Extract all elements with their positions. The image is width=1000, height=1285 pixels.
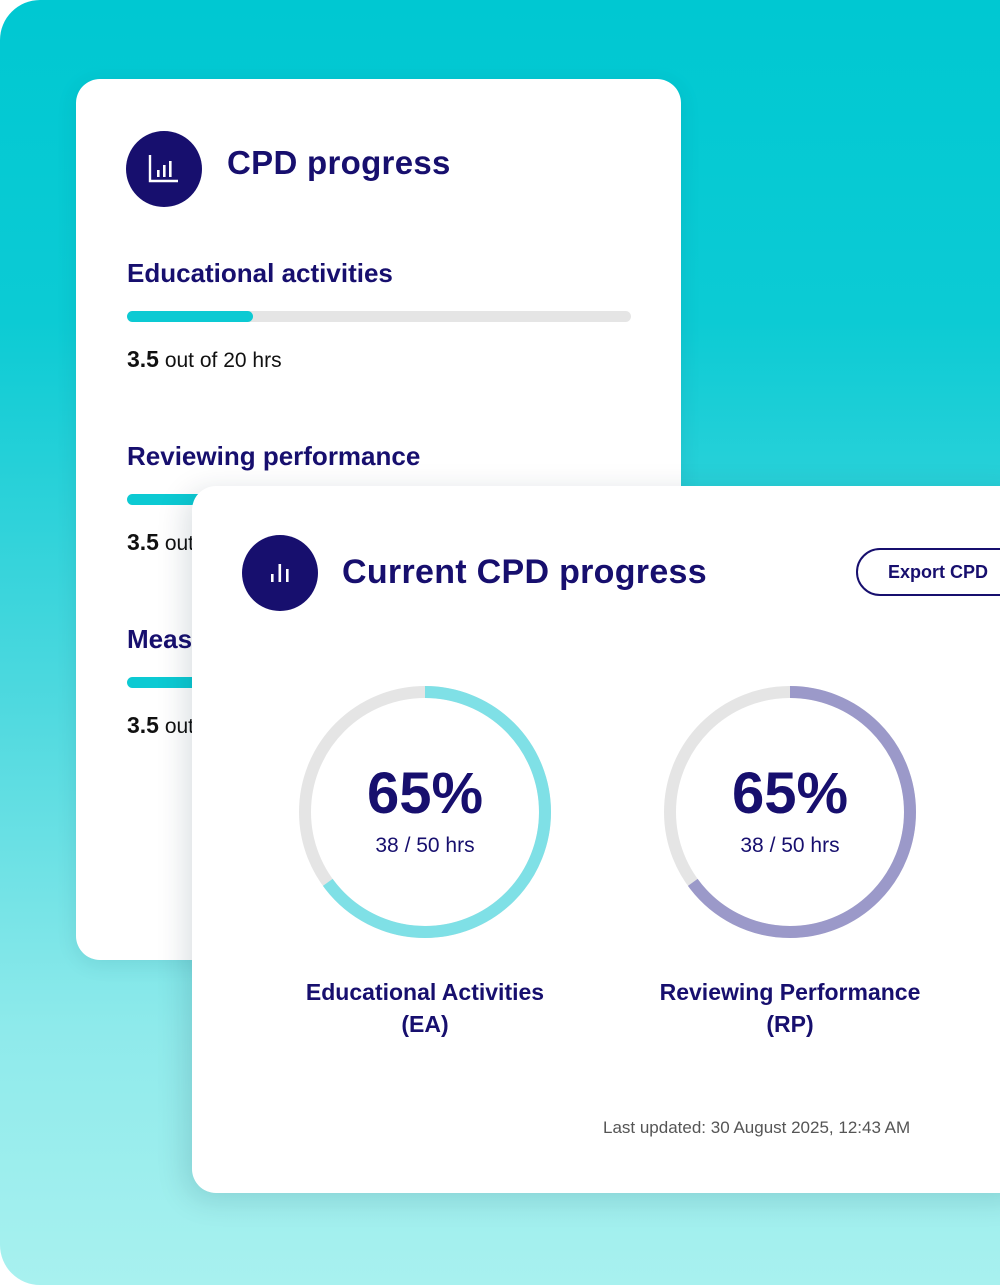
ea-percent: 65% — [366, 761, 484, 826]
current-cpd-progress-card: Current CPD progress Export CPD 65% 38 /… — [192, 486, 1000, 1193]
progress-bar-educational — [127, 311, 631, 322]
progress-text-educational: 3.5 out of 20 hrs — [127, 346, 282, 372]
bar-chart-icon — [126, 131, 202, 207]
cpd-progress-title: CPD progress — [227, 144, 451, 181]
ea-progress-ring: 65% 38 / 50 hrs — [295, 682, 555, 942]
last-updated-text: Last updated: 30 August 2025, 12:43 AM — [603, 1118, 911, 1137]
rp-label: Reviewing Performance (RP) — [659, 979, 921, 1037]
ea-hours: 38 / 50 hrs — [375, 834, 475, 857]
export-cpd-button[interactable]: Export CPD — [856, 548, 1000, 596]
current-cpd-progress-title: Current CPD progress — [342, 553, 707, 591]
section-title-educational: Educational activities — [127, 258, 393, 288]
rp-hours: 38 / 50 hrs — [740, 834, 840, 857]
section-title-reviewing: Reviewing performance — [127, 441, 421, 471]
rp-percent: 65% — [731, 761, 849, 826]
bar-chart-icon — [242, 535, 318, 611]
ea-label: Educational Activities (EA) — [305, 979, 545, 1037]
rp-progress-ring: 65% 38 / 50 hrs — [660, 682, 920, 942]
